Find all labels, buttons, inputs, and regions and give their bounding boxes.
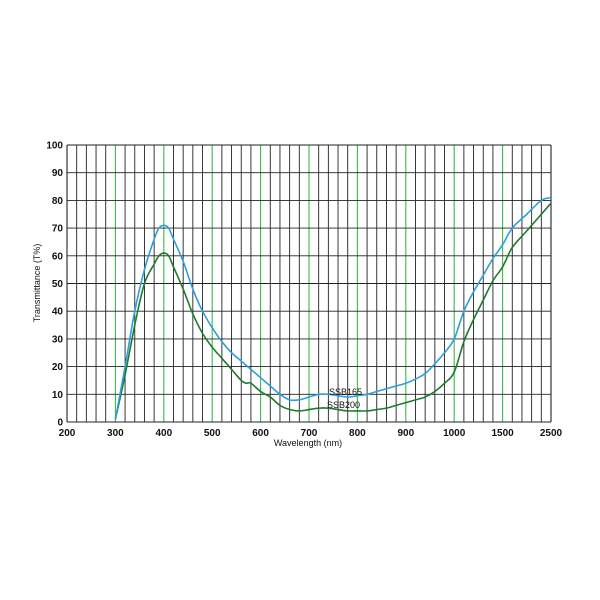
- x-tick-label: 700: [301, 428, 318, 439]
- x-tick-label: 200: [59, 428, 76, 439]
- y-axis-label: Transmittance (T%): [32, 244, 42, 323]
- y-tick-label: 40: [52, 307, 64, 318]
- y-tick-label: 50: [52, 279, 64, 290]
- y-tick-label: 70: [52, 224, 64, 235]
- x-tick-label: 1000: [443, 428, 466, 439]
- grid: [66, 144, 552, 423]
- x-tick-label: 1500: [491, 428, 514, 439]
- x-tick-label: 900: [397, 428, 414, 439]
- x-tick-label: 600: [252, 428, 269, 439]
- x-tick-label: 2500: [540, 428, 563, 439]
- x-tick-label: 400: [155, 428, 172, 439]
- series-label-ssb165: SSB165: [329, 387, 362, 397]
- x-tick-label: 800: [349, 428, 366, 439]
- x-tick-label: 300: [107, 428, 124, 439]
- series-line-ssb165: [114, 196, 552, 420]
- x-tick-label: 500: [204, 428, 221, 439]
- y-tick-label: 10: [52, 390, 64, 401]
- series-line-ssb200: [114, 202, 552, 420]
- tick-labels: 200 300 400 500 600 700 800 900 1000 1500 2500 0 10 2…: [46, 141, 562, 440]
- series-label-ssb200: SSB200: [327, 400, 360, 410]
- y-tick-label: 60: [52, 251, 64, 262]
- series-labels: SSB165 SSB200: [327, 387, 362, 410]
- y-tick-label: 30: [52, 334, 64, 345]
- y-tick-label: 20: [52, 362, 64, 373]
- x-axis-label: Wavelength (nm): [274, 438, 342, 448]
- y-tick-label: 90: [52, 168, 64, 179]
- y-tick-label: 80: [52, 196, 64, 207]
- y-tick-label: 100: [46, 141, 63, 152]
- curves: [114, 196, 552, 420]
- y-tick-label: 0: [57, 418, 63, 429]
